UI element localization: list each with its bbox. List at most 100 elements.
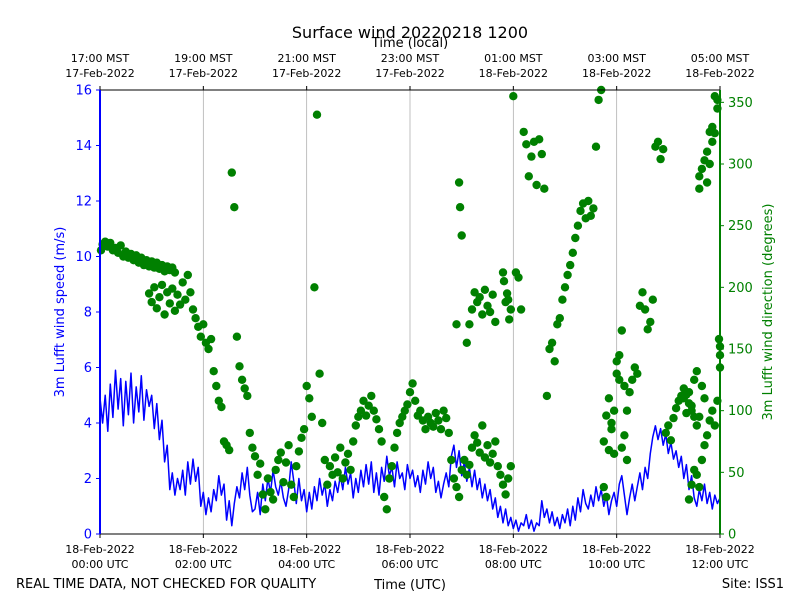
wind-direction-point <box>700 441 709 450</box>
wind-direction-point <box>617 443 626 452</box>
wind-direction-point <box>702 431 712 440</box>
wind-direction-point <box>152 304 161 313</box>
wind-direction-point <box>602 411 611 420</box>
wind-direction-point <box>196 332 205 341</box>
x-tick-label-bottom-date: 18-Feb-2022 <box>65 543 134 556</box>
wind-direction-point <box>349 437 358 446</box>
wind-direction-point <box>514 273 523 282</box>
wind-direction-point <box>287 480 296 489</box>
wind-direction-point <box>643 325 652 334</box>
wind-direction-point <box>235 362 244 371</box>
wind-direction-point <box>535 135 544 144</box>
wind-direction-point <box>607 418 616 428</box>
wind-direction-point <box>183 270 192 280</box>
wind-direction-point <box>160 310 169 319</box>
wind-direction-series <box>96 85 725 514</box>
wind-direction-point <box>594 95 603 105</box>
x-tick-label-top-time: 17:00 MST <box>71 52 130 65</box>
wind-direction-point <box>274 455 283 465</box>
wind-direction-point <box>519 127 528 137</box>
wind-direction-point <box>320 455 329 465</box>
wind-direction-point <box>405 388 415 397</box>
wind-direction-point <box>659 145 668 154</box>
wind-direction-point <box>491 437 500 446</box>
wind-direction-point <box>664 421 673 430</box>
wind-direction-point <box>312 110 322 119</box>
wind-direction-point <box>431 408 440 418</box>
wind-direction-point <box>591 142 601 151</box>
wind-direction-point <box>620 381 629 391</box>
wind-direction-point <box>498 480 508 489</box>
top-axis-label: Time (local) <box>371 36 448 51</box>
wind-direction-point <box>480 285 490 294</box>
wind-direction-point <box>217 402 226 412</box>
wind-direction-point <box>499 277 509 286</box>
wind-direction-point <box>532 180 541 190</box>
wind-direction-point <box>310 283 319 292</box>
grid-lines <box>202 90 618 534</box>
y-tick-label-left: 4 <box>84 417 92 432</box>
x-tick-label-top-date: 17-Feb-2022 <box>375 67 444 80</box>
wind-direction-point <box>258 490 267 499</box>
wind-direction-point <box>336 443 345 452</box>
wind-direction-point <box>695 172 704 181</box>
x-tick-label-top-date: 18-Feb-2022 <box>582 67 651 80</box>
x-tick-label-top-time: 19:00 MST <box>174 52 233 65</box>
wind-direction-point <box>454 492 464 502</box>
wind-direction-point <box>542 391 552 401</box>
wind-direction-point <box>186 288 195 297</box>
wind-direction-point <box>297 433 306 442</box>
wind-direction-point <box>188 305 198 314</box>
wind-direction-point <box>661 428 670 438</box>
wind-direction-point <box>505 315 514 324</box>
wind-direction-point <box>522 140 531 149</box>
wind-direction-point <box>615 375 624 384</box>
wind-direction-point <box>488 449 497 458</box>
wind-direction-point <box>695 412 704 421</box>
wind-direction-point <box>294 447 304 456</box>
wind-direction-point <box>452 482 461 492</box>
y-tick-label-left: 10 <box>75 250 92 265</box>
x-tick-label-top-time: 05:00 MST <box>691 52 750 65</box>
wind-direction-point <box>230 203 239 212</box>
wind-direction-point <box>467 305 477 314</box>
wind-direction-point <box>385 474 394 483</box>
wind-direction-point <box>625 388 634 397</box>
wind-direction-point <box>315 369 324 378</box>
wind-direction-point <box>697 164 707 174</box>
wind-direction-point <box>181 295 190 304</box>
wind-direction-point <box>147 297 156 307</box>
wind-direction-point <box>622 406 632 415</box>
y-tick-label-left: 8 <box>84 306 92 321</box>
wind-direction-point <box>504 474 513 483</box>
y-tick-label-right: 150 <box>728 343 753 358</box>
wind-direction-point <box>372 415 381 424</box>
wind-direction-point <box>684 388 694 397</box>
quality-note: REAL TIME DATA, NOT CHECKED FOR QUALITY <box>16 577 316 592</box>
wind-direction-point <box>243 391 252 401</box>
wind-direction-point <box>555 314 564 323</box>
wind-direction-point <box>442 413 451 423</box>
wind-direction-point <box>527 152 536 161</box>
wind-direction-point <box>170 306 180 315</box>
wind-direction-point <box>444 428 453 438</box>
wind-direction-point <box>558 295 567 304</box>
wind-direction-point <box>318 418 327 428</box>
wind-direction-point <box>571 233 580 243</box>
wind-direction-point <box>279 478 288 487</box>
wind-direction-point <box>653 137 663 146</box>
wind-direction-point <box>199 320 208 329</box>
y-tick-label-right: 0 <box>728 528 736 543</box>
wind-direction-point <box>168 284 177 293</box>
wind-direction-point <box>622 455 632 465</box>
wind-direction-point <box>540 184 549 193</box>
wind-direction-point <box>361 411 371 420</box>
wind-direction-point <box>429 422 438 431</box>
wind-direction-point <box>504 295 513 304</box>
wind-direction-point <box>253 470 262 479</box>
wind-direction-point <box>697 455 707 465</box>
wind-direction-point <box>173 290 182 299</box>
wind-direction-point <box>330 453 340 462</box>
wind-direction-point <box>411 396 420 405</box>
